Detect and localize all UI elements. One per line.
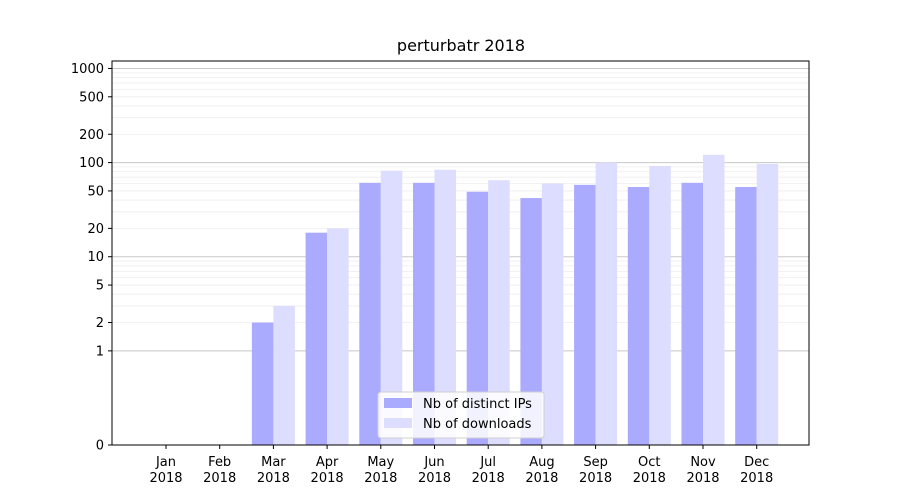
legend-swatch: [384, 418, 412, 428]
bar-downloads: [434, 169, 456, 445]
bar-downloads: [541, 183, 564, 445]
bar-distinct-ips: [413, 182, 435, 445]
legend-label: Nb of distinct IPs: [423, 397, 532, 412]
bar-distinct-ips: [251, 322, 274, 445]
y-tick-label: 5: [96, 279, 104, 294]
bar-downloads: [380, 170, 403, 445]
x-tick-label: Nov 2018: [686, 455, 719, 486]
y-tick-label: 20: [87, 222, 104, 237]
bar-distinct-ips: [305, 232, 328, 445]
x-tick-label: Jul 2018: [472, 455, 505, 486]
grid: [112, 67, 809, 352]
y-axis: 0 1 2 5 10 20 50 100 200 500 1000: [71, 62, 112, 454]
x-tick-label: May 2018: [364, 455, 397, 486]
legend-frame: [377, 391, 545, 439]
x-tick-label: Jun 2018: [418, 455, 451, 486]
x-tick-label: Dec 2018: [740, 455, 773, 486]
bar-distinct-ips: [681, 182, 703, 445]
x-tick-label: Mar 2018: [257, 455, 290, 486]
bar-distinct-ips: [359, 182, 381, 445]
x-tick-label: Feb 2018: [203, 455, 236, 486]
bar-distinct-ips: [466, 191, 489, 445]
y-tick-label: 1000: [71, 62, 104, 77]
plot-frame: [111, 60, 810, 446]
x-tick-label: Sep 2018: [579, 455, 612, 486]
legend-label: Nb of downloads: [423, 417, 532, 432]
chart-title: perturbatr 2018: [397, 36, 525, 55]
bar-downloads: [756, 163, 779, 446]
y-tick-label: 200: [79, 128, 104, 143]
bar-distinct-ips: [627, 187, 650, 445]
x-tick-label: Aug 2018: [525, 455, 558, 486]
legend: Nb of distinct IPs Nb of downloads: [377, 391, 545, 439]
x-tick-label: Jan 2018: [149, 455, 182, 486]
y-tick-label: 100: [79, 156, 104, 171]
bar-downloads: [273, 305, 295, 445]
bar-downloads: [327, 228, 349, 445]
y-tick-label: 1: [96, 344, 104, 359]
legend-swatch: [384, 398, 412, 408]
y-tick-label: 0: [96, 439, 104, 454]
y-tick-label: 10: [87, 250, 104, 265]
bar-downloads: [488, 180, 510, 445]
y-tick-label: 50: [87, 184, 104, 199]
bar-distinct-ips: [520, 198, 542, 445]
bar-downloads: [649, 165, 671, 445]
y-tick-label: 500: [79, 90, 104, 105]
bar-downloads: [703, 154, 725, 446]
x-axis: Jan 2018 Feb 2018 Mar 2018 Apr 2018 May 2018 Jun 20…: [149, 445, 773, 486]
bars: [251, 154, 779, 446]
x-tick-label: Apr 2018: [311, 455, 344, 486]
x-tick-label: Oct 2018: [633, 455, 666, 486]
bar-distinct-ips: [574, 184, 596, 445]
bar-downloads: [595, 162, 618, 445]
y-tick-label: 2: [96, 316, 104, 331]
bar-distinct-ips: [735, 187, 757, 445]
